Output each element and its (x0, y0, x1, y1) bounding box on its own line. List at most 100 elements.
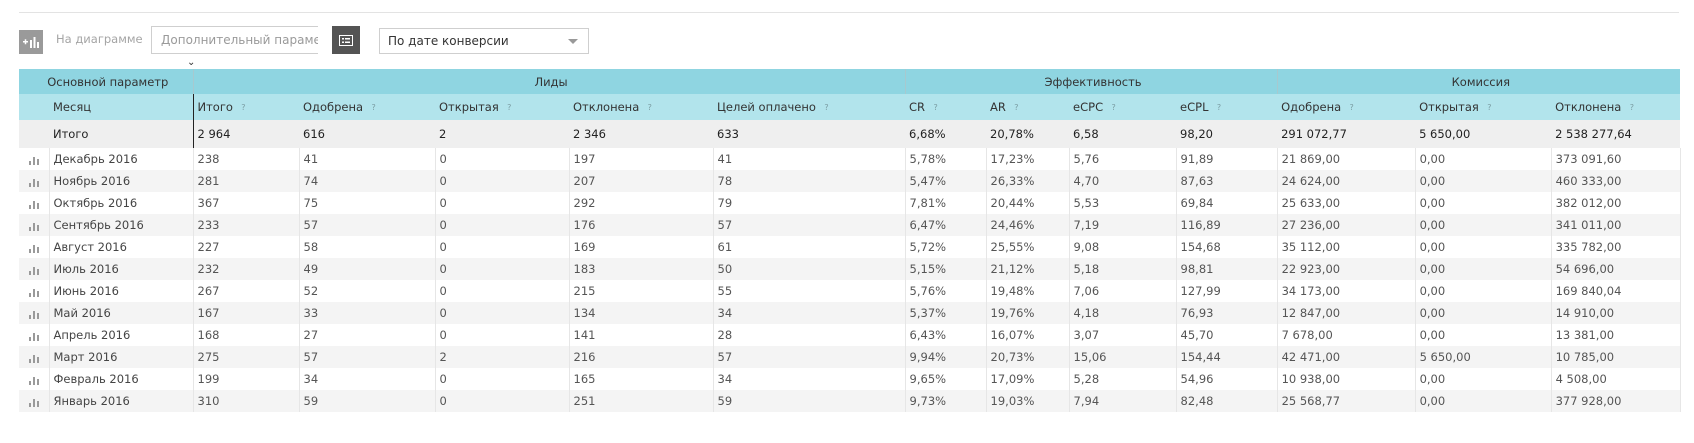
table-cell: 50 (713, 258, 906, 280)
cr-column-header[interactable]: CR? (905, 94, 987, 120)
table-cell: 183 (569, 258, 714, 280)
table-cell: 5,37% (905, 302, 987, 324)
month-cell: Октябрь 2016 (49, 192, 194, 214)
table-cell: 0,00 (1415, 368, 1552, 390)
table-cell: 57 (299, 346, 436, 368)
icon-col-header (19, 94, 49, 120)
param-picker-button[interactable] (332, 26, 360, 54)
row-chart-toggle[interactable] (19, 214, 50, 236)
row-chart-toggle[interactable] (19, 390, 50, 412)
help-icon[interactable]: ? (824, 103, 829, 112)
table-cell: 238 (192, 148, 300, 170)
row-chart-toggle[interactable] (19, 236, 50, 258)
table-cell: 5,15% (905, 258, 987, 280)
help-icon[interactable]: ? (507, 103, 512, 112)
help-icon[interactable]: ? (1014, 103, 1019, 112)
table-cell: 15,06 (1069, 346, 1177, 368)
on-chart-label: На диаграмме (56, 32, 143, 46)
table-cell: 0,00 (1415, 170, 1552, 192)
help-icon[interactable]: ? (1216, 103, 1222, 112)
table-cell: 7 678,00 (1277, 324, 1416, 346)
table-cell: 0,00 (1415, 148, 1552, 170)
help-icon[interactable]: ? (1349, 103, 1354, 112)
table-cell: 0,00 (1415, 324, 1552, 346)
paid-goals-column-header[interactable]: Целей оплачено? (713, 94, 906, 120)
open-column-header[interactable]: Открытая? (435, 94, 569, 120)
table-cell: 59 (299, 390, 436, 412)
help-icon[interactable]: ? (1487, 103, 1492, 112)
bar-chart-icon (28, 332, 39, 341)
table-cell: 45,70 (1176, 324, 1278, 346)
table-row: Октябрь 2016 367 75 0 292 79 7,81% 20,44% 5,53 69… (19, 192, 1681, 214)
table-cell: 199 (192, 368, 300, 390)
totals-cell: 98,20 (1176, 120, 1278, 148)
row-chart-toggle[interactable] (19, 170, 50, 192)
chart-toggle-button[interactable] (19, 30, 43, 54)
ar-column-header[interactable]: AR? (986, 94, 1070, 120)
row-chart-toggle[interactable] (19, 280, 50, 302)
table-cell: 167 (192, 302, 300, 324)
date-mode-select[interactable]: По дате конверсии (379, 28, 589, 54)
row-chart-toggle[interactable] (19, 302, 50, 324)
table-cell: 78 (713, 170, 906, 192)
row-chart-toggle[interactable] (19, 192, 50, 214)
table-cell: 232 (192, 258, 300, 280)
table-cell: 233 (192, 214, 300, 236)
bar-chart-icon (28, 156, 39, 165)
bar-chart-icon (28, 354, 39, 363)
additional-param-input[interactable] (151, 26, 318, 54)
table-row: Январь 2016 310 59 0 251 59 9,73% 19,03% 7,94 82,… (19, 390, 1681, 412)
totals-cell: 633 (713, 120, 906, 148)
top-divider (19, 12, 1679, 13)
table-row: Апрель 2016 168 27 0 141 28 6,43% 16,07% 3,07 45,… (19, 324, 1681, 346)
help-icon[interactable]: ? (1629, 103, 1634, 112)
table-cell: 24 624,00 (1277, 170, 1416, 192)
table-row: Июль 2016 232 49 0 183 50 5,15% 21,12% 5,18 98,81… (19, 258, 1681, 280)
ecpc-column-header[interactable]: eCPC? (1069, 94, 1177, 120)
table-cell: 0,00 (1415, 302, 1552, 324)
table-cell: 0,00 (1415, 280, 1552, 302)
table-cell: 6,47% (905, 214, 987, 236)
table-cell: 0 (435, 302, 570, 324)
month-cell: Июль 2016 (49, 258, 194, 280)
table-cell: 5 650,00 (1415, 346, 1552, 368)
table-cell: 12 847,00 (1277, 302, 1416, 324)
chevron-down-icon[interactable]: ⌄ (187, 57, 196, 68)
table-cell: 61 (713, 236, 906, 258)
row-chart-toggle[interactable] (19, 324, 50, 346)
table-cell: 41 (713, 148, 906, 170)
totals-cell: 616 (299, 120, 435, 148)
commission-open-column-header[interactable]: Открытая? (1415, 94, 1552, 120)
month-column-header[interactable]: Месяц (49, 94, 193, 120)
help-icon[interactable]: ? (933, 103, 938, 112)
table-cell: 176 (569, 214, 714, 236)
table-cell: 197 (569, 148, 714, 170)
table-cell: 168 (192, 324, 300, 346)
row-chart-toggle[interactable] (19, 148, 50, 170)
table-cell: 9,08 (1069, 236, 1177, 258)
help-icon[interactable]: ? (371, 103, 376, 112)
table-row: Декабрь 2016 238 41 0 197 41 5,78% 17,23% 5,76 91… (19, 148, 1681, 170)
table-cell: 14 910,00 (1551, 302, 1681, 324)
help-icon[interactable]: ? (241, 103, 246, 112)
row-chart-toggle[interactable] (19, 368, 50, 390)
commission-rejected-column-header[interactable]: Отклонена? (1551, 94, 1681, 120)
leads-group-header: Лиды (192, 69, 906, 94)
table-cell: 134 (569, 302, 714, 324)
help-icon[interactable]: ? (1111, 103, 1116, 112)
total-column-header[interactable]: Итого? (192, 94, 299, 120)
help-icon[interactable]: ? (647, 103, 652, 112)
table-cell: 2 (435, 346, 570, 368)
bar-chart-icon (28, 178, 39, 187)
approved-column-header[interactable]: Одобрена? (299, 94, 435, 120)
row-chart-toggle[interactable] (19, 346, 50, 368)
rejected-column-header[interactable]: Отклонена? (569, 94, 713, 120)
table-cell: 57 (299, 214, 436, 236)
table-row: Июнь 2016 267 52 0 215 55 5,76% 19,48% 7,06 127,9… (19, 280, 1681, 302)
table-cell: 207 (569, 170, 714, 192)
commission-approved-column-header[interactable]: Одобрена? (1277, 94, 1416, 120)
table-cell: 19,48% (986, 280, 1070, 302)
ecpl-column-header[interactable]: eCPL? (1176, 94, 1278, 120)
row-chart-toggle[interactable] (19, 258, 50, 280)
table-cell: 34 (713, 368, 906, 390)
